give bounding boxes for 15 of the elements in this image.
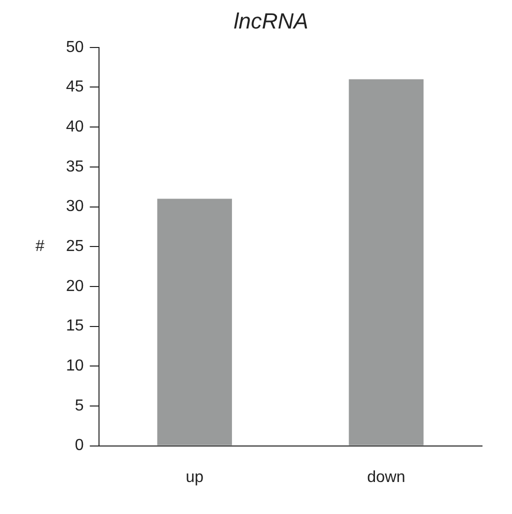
y-axis-title: #: [36, 238, 45, 256]
y-tick-label: 30: [66, 198, 84, 216]
y-tick-label: 5: [74, 397, 84, 414]
y-tick-label: 25: [66, 238, 84, 256]
y-tick-label: 20: [66, 278, 84, 295]
y-tick-label: 45: [66, 78, 84, 96]
y-tick-label: 0: [74, 437, 84, 454]
y-tick-label: 10: [66, 358, 84, 375]
x-tick-label: down: [367, 468, 406, 486]
y-tick-label: 50: [66, 38, 84, 56]
y-tick-label: 40: [66, 118, 84, 136]
x-tick-label: up: [186, 468, 204, 486]
y-tick-label: 15: [66, 318, 84, 335]
chart-title: lncRNA: [234, 8, 308, 34]
y-tick-label: 35: [66, 158, 84, 176]
